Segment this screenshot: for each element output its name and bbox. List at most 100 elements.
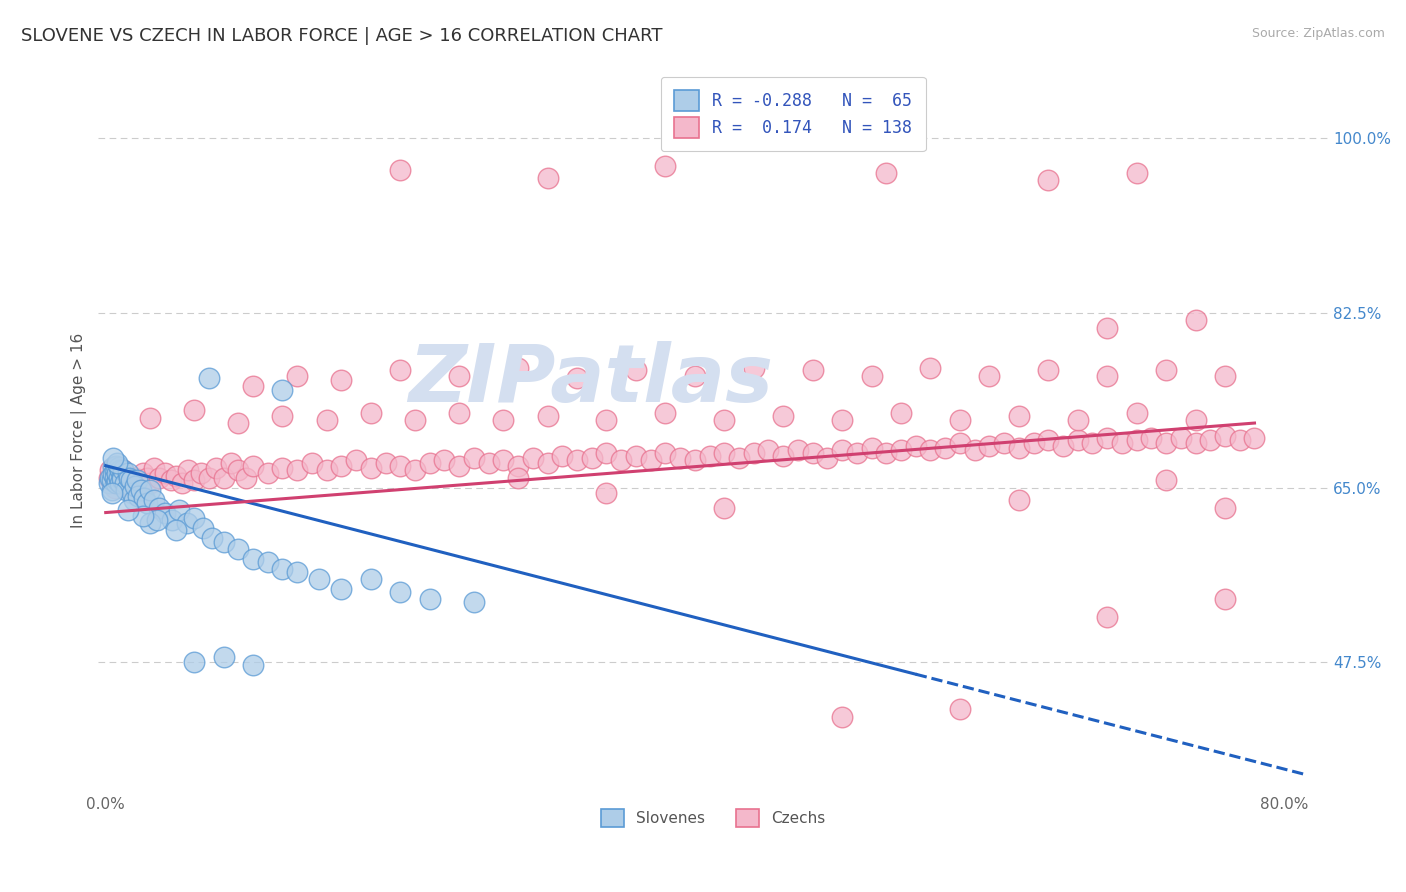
Point [1140,431,1163,445]
Point [191,520,214,534]
Point [107,456,129,470]
Point [419,456,441,470]
Point [97,470,120,484]
Point [419,592,441,607]
Point [131,508,153,523]
Point [963,442,986,457]
Point [845,446,868,460]
Point [772,449,794,463]
Point [1052,439,1074,453]
Point [100,483,122,497]
Point [103,470,125,484]
Point [875,166,897,180]
Point [1125,166,1147,180]
Point [120,473,142,487]
Point [108,475,131,490]
Point [212,470,235,484]
Point [1184,313,1206,327]
Point [330,373,353,387]
Point [330,582,353,597]
Point [344,452,367,467]
Point [117,473,139,487]
Point [506,360,529,375]
Point [654,446,676,460]
Point [624,363,647,377]
Point [124,478,146,492]
Point [127,489,149,503]
Point [101,459,124,474]
Point [728,450,751,465]
Point [683,368,706,383]
Point [463,595,485,609]
Point [160,512,183,526]
Point [1213,368,1236,383]
Point [136,470,159,484]
Point [159,473,181,487]
Point [110,463,132,477]
Point [101,467,124,481]
Point [1170,431,1192,445]
Point [536,456,558,470]
Point [103,463,125,477]
Point [148,470,170,484]
Point [190,466,212,480]
Point [640,452,662,467]
Point [242,552,264,566]
Point [433,452,456,467]
Point [449,406,471,420]
Point [131,466,153,480]
Point [522,450,544,465]
Point [183,473,205,487]
Point [787,442,810,457]
Point [1125,406,1147,420]
Point [449,458,471,473]
Point [492,413,515,427]
Point [904,439,927,453]
Point [758,442,780,457]
Point [242,658,264,673]
Point [934,441,956,455]
Point [219,456,242,470]
Point [1229,433,1251,447]
Point [111,468,134,483]
Point [890,442,912,457]
Point [742,360,765,375]
Point [1154,435,1177,450]
Point [212,535,235,549]
Point [1038,433,1060,447]
Point [374,456,396,470]
Point [226,463,249,477]
Point [177,463,200,477]
Point [360,573,382,587]
Point [198,470,221,484]
Point [742,446,765,460]
Point [105,458,128,473]
Point [121,481,143,495]
Point [153,506,176,520]
Point [1095,368,1118,383]
Point [860,368,883,383]
Point [1067,413,1090,427]
Point [993,435,1015,450]
Point [536,171,558,186]
Point [683,452,706,467]
Point [949,413,972,427]
Point [492,452,515,467]
Point [271,460,294,475]
Point [654,159,676,173]
Point [1038,363,1060,377]
Point [713,413,735,427]
Point [118,470,141,484]
Point [669,450,692,465]
Point [610,452,633,467]
Point [920,442,942,457]
Point [1154,363,1177,377]
Point [624,449,647,463]
Point [183,510,205,524]
Point [153,466,176,480]
Point [98,470,121,484]
Point [271,562,294,576]
Point [1125,433,1147,447]
Point [581,450,603,465]
Point [315,463,337,477]
